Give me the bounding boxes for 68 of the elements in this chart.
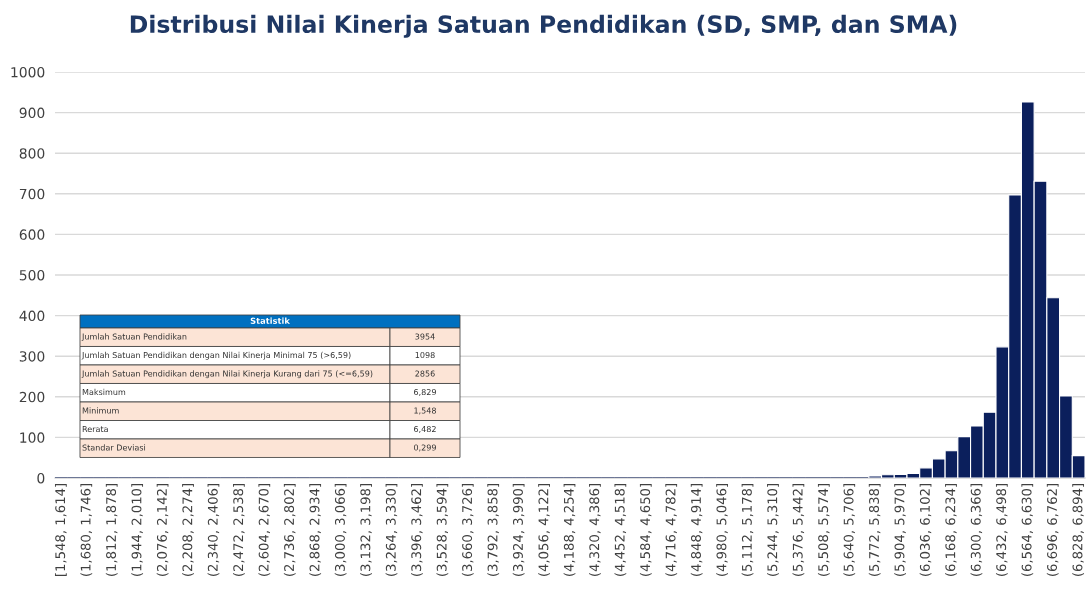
x-tick-label: (6,432, 6,498] (995, 483, 1008, 576)
annotation: 1098 (415, 351, 435, 359)
x-tick-label: [1,548, 1,614] (54, 483, 67, 576)
x-tick-label: (6,036, 6,102] (919, 483, 932, 576)
y-tick-label: 600 (19, 229, 45, 240)
x-tick-label: (6,828, 6,894] (1072, 483, 1085, 576)
annotation: 6,829 (414, 388, 436, 396)
x-tick-label: (3,792, 3,858] (487, 483, 500, 576)
annotation: Jumlah Satuan Pendidikan dengan Nilai Kinerja Minimal 75 (>6,59) (81, 351, 351, 360)
annotation: 0,299 (414, 444, 436, 452)
x-tick-label: (5,244, 5,310] (767, 483, 779, 576)
x-tick-label: (4,848, 4,914] (690, 483, 703, 576)
y-tick-label: 800 (19, 148, 45, 159)
x-tick-label: (4,716, 4,782] (665, 483, 678, 576)
x-tick-label: (2,868, 2,934] (309, 483, 322, 576)
y-tick-label: 500 (19, 269, 45, 281)
x-tick-label: (5,112, 5,178] (741, 483, 754, 576)
x-tick-label: (3,264, 3,330] (385, 483, 398, 576)
annotation: Statistik (250, 317, 291, 324)
x-tick-label: (2,604, 2,670] (258, 483, 271, 576)
x-tick-label: (4,584, 4,650] (639, 483, 652, 576)
x-tick-label: (5,772, 5,838] (868, 483, 881, 576)
annotation: Rerata (82, 426, 108, 433)
x-tick-label: (2,340, 2,406] (207, 483, 220, 576)
y-tick-label: 1000 (11, 66, 45, 78)
x-tick-label: (5,508, 5,574] (817, 483, 830, 576)
annotation: 1,548 (414, 407, 436, 415)
x-tick-label: (4,056, 4,122] (538, 483, 550, 576)
annotation: 2856 (415, 370, 435, 377)
x-tick-label: (1,944, 2,010] (131, 483, 144, 576)
x-tick-label: (4,980, 5,046] (716, 483, 728, 576)
x-tick-label: (3,000, 3,066] (334, 483, 347, 576)
x-tick-label: (6,168, 6,234] (945, 483, 957, 576)
x-tick-label: (6,696, 6,762] (1046, 483, 1059, 576)
annotation: Jumlah Satuan Pendidikan dengan Nilai Kinerja Kurang dari 75 (<=6,59) (81, 370, 373, 379)
x-tick-label: (2,076, 2,142] (156, 483, 169, 576)
x-tick-label: (2,736, 2,802] (283, 483, 296, 576)
x-tick-label: (4,452, 4,518] (614, 483, 627, 576)
x-tick-label: (3,528, 3,594] (436, 483, 449, 576)
y-tick-label: 300 (19, 351, 45, 362)
x-tick-label: (3,132, 3,198] (360, 483, 372, 576)
annotation: Jumlah Satuan Pendidikan (81, 333, 187, 342)
annotation: Standar Deviasi (82, 444, 146, 451)
y-tick-label: 200 (19, 391, 45, 403)
y-tick-label: 700 (19, 188, 45, 200)
chart-title: Distribusi Nilai Kinerja Satuan Pendidikan (SD, SMP, dan SMA) (130, 14, 957, 38)
x-tick-label: (5,376, 5,442] (792, 483, 805, 576)
x-tick-label: (1,680, 1,746] (80, 483, 93, 576)
y-tick-label: 100 (20, 432, 45, 443)
annotation: 6,482 (414, 425, 436, 433)
y-tick-label: 900 (19, 107, 45, 119)
x-tick-label: (5,640, 5,706] (843, 483, 856, 576)
x-tick-label: (2,472, 2,538] (233, 483, 245, 576)
x-tick-label: (5,904, 5,970] (894, 483, 906, 576)
x-tick-label: (2,208, 2,274] (182, 483, 194, 576)
x-tick-label: (1,812, 1,878] (105, 483, 118, 576)
y-tick-label: 400 (19, 310, 45, 322)
annotation: Maksimum (82, 388, 126, 396)
x-tick-label: (3,924, 3,990] (512, 483, 525, 576)
x-tick-label: (4,320, 4,386] (589, 483, 601, 576)
x-tick-label: (6,564, 6,630] (1021, 483, 1034, 576)
y-tick-label: 0 (37, 472, 45, 484)
annotation: 3954 (415, 333, 435, 340)
x-tick-label: (3,396, 3,462] (411, 483, 423, 576)
x-tick-label: (4,188, 4,254] (563, 483, 576, 576)
x-tick-label: (6,300, 6,366] (970, 483, 983, 576)
x-tick-label: (3,660, 3,726] (461, 483, 474, 576)
annotation: Minimum (82, 407, 119, 414)
